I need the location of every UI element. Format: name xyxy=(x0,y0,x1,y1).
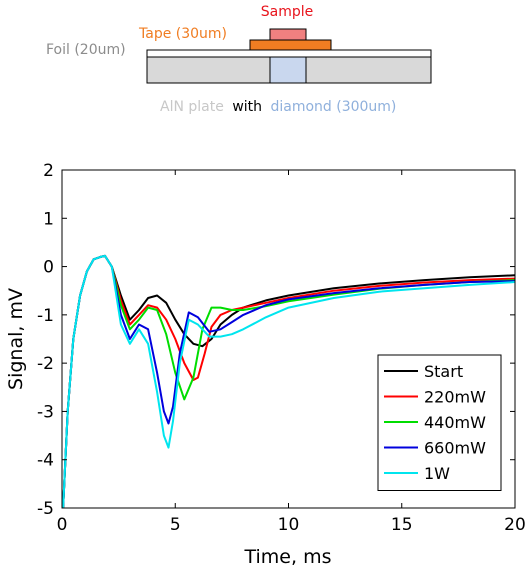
tape-block xyxy=(249,39,332,51)
y-tick-label-3: -1 xyxy=(37,306,54,326)
y-tick-label-1: 1 xyxy=(43,209,54,229)
legend-label-3: 660mW xyxy=(424,439,486,458)
sample-block xyxy=(269,28,307,42)
plate-label-diamond: diamond (300um) xyxy=(270,99,396,115)
legend: Start 220mW 440mW 660mW 1W xyxy=(377,354,502,491)
series-layer xyxy=(62,254,516,509)
foil-layer xyxy=(146,49,432,58)
series-line-4 xyxy=(62,254,516,509)
plate-label-aln: AlN plate xyxy=(160,99,224,115)
y-tick-label-6: -4 xyxy=(37,451,54,471)
legend-label-0: Start xyxy=(424,362,463,381)
sample-label: Sample xyxy=(261,4,314,20)
x-tick-label-2: 10 xyxy=(278,515,300,535)
y-tick-label-0: 2 xyxy=(43,161,54,181)
plate-label-with: with xyxy=(232,99,262,115)
x-axis-label: Time, ms xyxy=(244,546,332,568)
y-tick-label-4: -2 xyxy=(37,354,54,374)
plate-label: AlN plate with diamond (300um) xyxy=(160,99,396,115)
diamond-insert xyxy=(269,56,307,84)
y-tick-label-2: 0 xyxy=(43,258,54,278)
y-tick-label-7: -5 xyxy=(37,499,54,519)
foil-label: Foil (20um) xyxy=(46,42,126,58)
x-tick-label-4: 20 xyxy=(504,515,526,535)
schematic-diagram: Sample Tape (30um) Foil (20um) AlN plate… xyxy=(46,4,432,115)
y-tick-label-5: -3 xyxy=(37,402,54,422)
x-tick-label-1: 5 xyxy=(170,515,181,535)
x-tick-label-3: 15 xyxy=(391,515,413,535)
legend-label-2: 440mW xyxy=(424,413,486,432)
legend-label-4: 1W xyxy=(424,464,450,483)
x-tick-label-0: 0 xyxy=(57,515,68,535)
legend-label-1: 220mW xyxy=(424,388,486,407)
tape-label: Tape (30um) xyxy=(138,26,227,42)
y-axis-label: Signal, mV xyxy=(5,288,27,390)
